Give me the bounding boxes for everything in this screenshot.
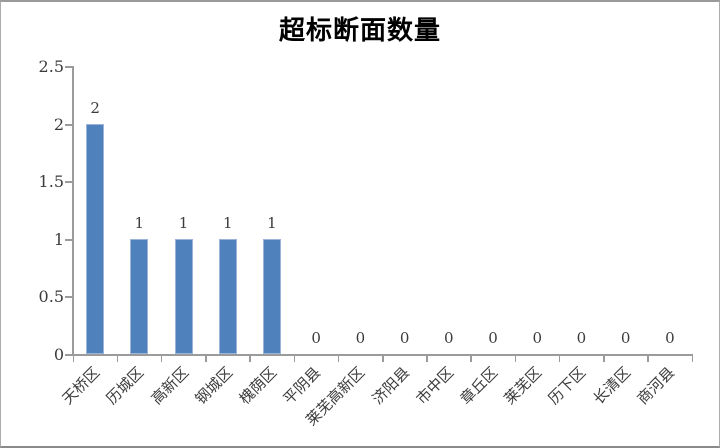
x-axis-tick [382, 356, 384, 362]
bar [130, 238, 149, 354]
x-axis-tick [470, 356, 472, 362]
bar-value-label: 0 [665, 329, 675, 347]
bar-value-label: 2 [90, 98, 100, 117]
y-axis-tick [65, 238, 72, 241]
bar-value-label: 1 [222, 213, 233, 232]
x-axis-tick [116, 356, 119, 362]
x-axis-category-label: 钢城区 [191, 363, 236, 408]
bar [174, 238, 193, 354]
bar-value-label: 0 [620, 329, 631, 347]
bar-value-label: 0 [532, 329, 543, 347]
x-axis-category-label: 莱芜区 [500, 363, 546, 408]
bar-value-label: 0 [399, 329, 410, 347]
x-axis-tick [205, 356, 207, 362]
bar [262, 238, 281, 354]
bar-value-label: 0 [576, 329, 587, 347]
x-axis-category-label: 商河县 [633, 363, 679, 408]
x-axis-category-label: 槐荫区 [235, 363, 281, 408]
x-axis-tick [603, 356, 605, 362]
x-axis-tick [647, 356, 649, 362]
x-axis-category-label: 长清区 [589, 363, 634, 408]
bar-value-label: 0 [488, 329, 498, 347]
y-axis-tick-label: 0.5 [38, 287, 64, 307]
y-axis-tick-label: 0 [53, 345, 64, 364]
y-axis-tick [65, 354, 72, 356]
bar-value-label: 1 [134, 213, 145, 232]
bar [218, 238, 237, 354]
x-axis-category-label: 章丘区 [456, 363, 502, 408]
x-axis-category-label: 历城区 [102, 363, 148, 408]
bar-value-label: 0 [311, 329, 321, 347]
x-axis-tick [691, 356, 693, 362]
x-axis-tick [293, 356, 296, 362]
x-axis-tick [426, 356, 428, 362]
y-axis-tick [65, 66, 72, 68]
x-axis-tick [72, 356, 74, 362]
x-axis-category-label: 高新区 [147, 363, 192, 408]
chart-title: 超标断面数量 [278, 16, 441, 46]
bar-value-label: 0 [444, 329, 454, 347]
bar [86, 123, 105, 354]
y-axis-tick-label: 2.5 [38, 57, 64, 76]
y-axis-tick [65, 296, 72, 299]
bar-value-label: 0 [355, 329, 366, 347]
x-axis-tick [160, 356, 163, 362]
y-axis-tick [65, 181, 72, 184]
x-axis-tick [249, 356, 251, 362]
y-axis-tick-label: 2 [53, 114, 64, 134]
x-axis-category-label: 市中区 [412, 363, 457, 408]
y-axis-tick [65, 123, 72, 126]
x-axis-tick [337, 356, 340, 362]
x-axis-tick [558, 356, 561, 362]
bar-value-label: 1 [267, 213, 277, 232]
x-axis-tick [514, 356, 517, 362]
x-axis-category-label: 历下区 [545, 363, 590, 408]
x-axis-line [72, 354, 693, 356]
x-axis-category-label: 天桥区 [58, 363, 104, 408]
y-axis-line [72, 66, 74, 356]
y-axis-tick-label: 1.5 [38, 172, 64, 192]
bar-value-label: 1 [178, 213, 189, 232]
y-axis-tick-label: 1 [53, 229, 64, 249]
x-axis-category-label: 济阳县 [368, 363, 413, 408]
